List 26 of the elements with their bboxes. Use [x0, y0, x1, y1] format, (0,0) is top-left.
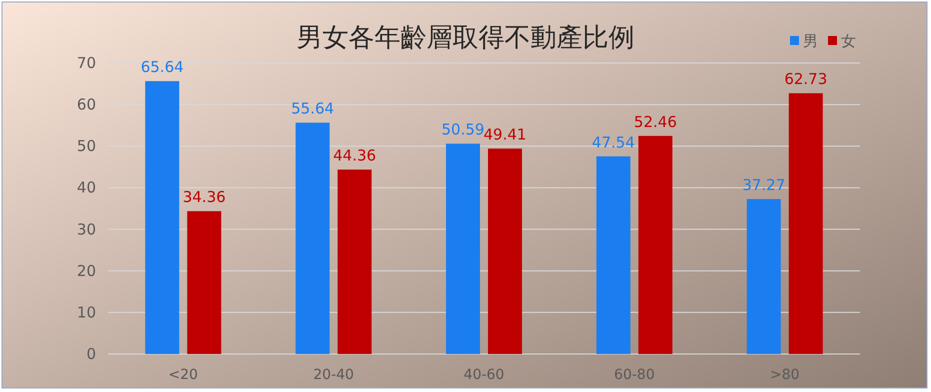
y-tick-label: 30: [76, 220, 96, 238]
y-tick-label: 40: [76, 178, 96, 197]
x-tick-label: <20: [168, 367, 198, 383]
y-tick-label: 70: [76, 54, 96, 72]
y-tick-label: 20: [76, 262, 96, 280]
x-tick-label: 20-40: [313, 367, 354, 383]
y-tick-label: 60: [76, 96, 96, 114]
data-label: 49.41: [484, 126, 526, 144]
data-label: 50.59: [442, 120, 484, 139]
data-label: 65.64: [140, 58, 184, 76]
data-label: 47.54: [592, 133, 635, 152]
x-tick-label: 40-60: [464, 367, 504, 383]
y-tick-label: 50: [76, 137, 96, 156]
chart-title: 男女各年齡層取得不動產比例: [296, 23, 634, 53]
data-label: 52.46: [634, 112, 677, 131]
y-tick-label: 10: [76, 303, 96, 322]
legend-label: 男: [803, 32, 818, 50]
data-label: 44.36: [333, 146, 376, 165]
data-label: 55.64: [291, 100, 334, 118]
x-tick-label: 60-80: [614, 367, 655, 383]
x-tick-label: >80: [770, 367, 800, 383]
data-label: 62.73: [784, 70, 828, 88]
data-label: 37.27: [742, 176, 786, 194]
legend-label: 女: [841, 32, 856, 50]
y-tick-label: 0: [86, 345, 96, 363]
data-label: 34.36: [182, 188, 226, 206]
